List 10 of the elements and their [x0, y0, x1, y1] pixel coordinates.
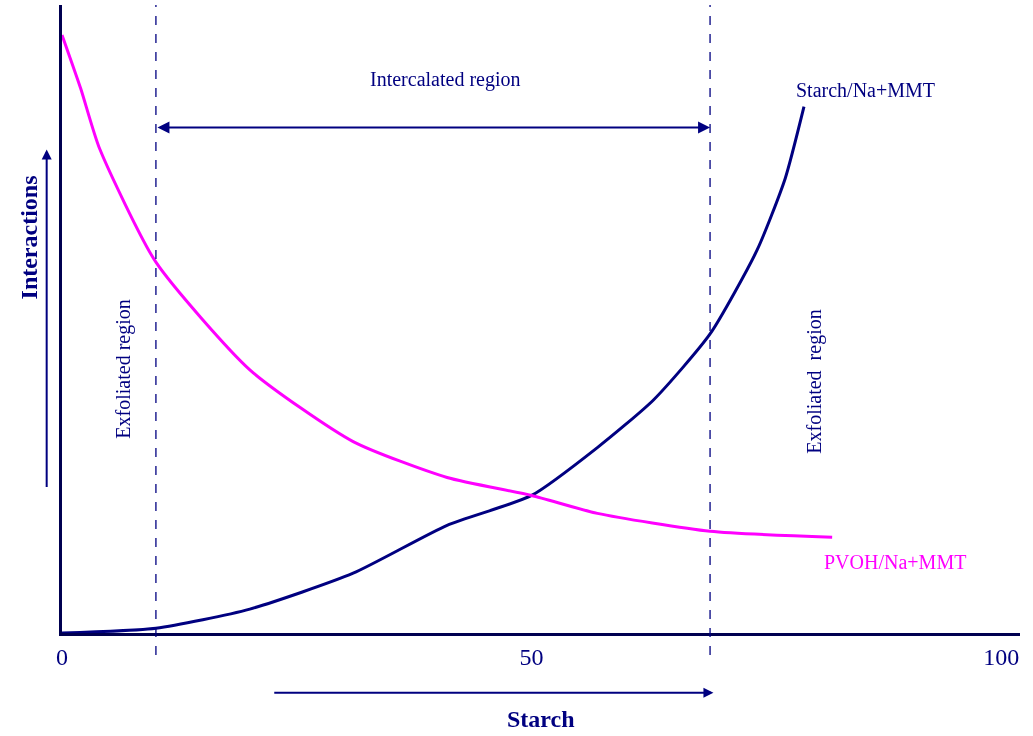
- annotation: Intercalated region: [370, 68, 521, 91]
- x-tick-label: 0: [56, 643, 68, 670]
- x-tick-label: 50: [519, 643, 544, 670]
- annotation: Exfoliated region: [112, 299, 136, 439]
- annotation: Exfoliated region: [803, 309, 827, 454]
- x-tick-label: 100: [983, 643, 1020, 670]
- series-label: PVOH/Na+MMT: [824, 551, 967, 573]
- y-axis-title: Interactions: [15, 175, 42, 300]
- x-axis-title: Starch: [507, 706, 575, 732]
- series-label: Starch/Na+MMT: [796, 79, 936, 101]
